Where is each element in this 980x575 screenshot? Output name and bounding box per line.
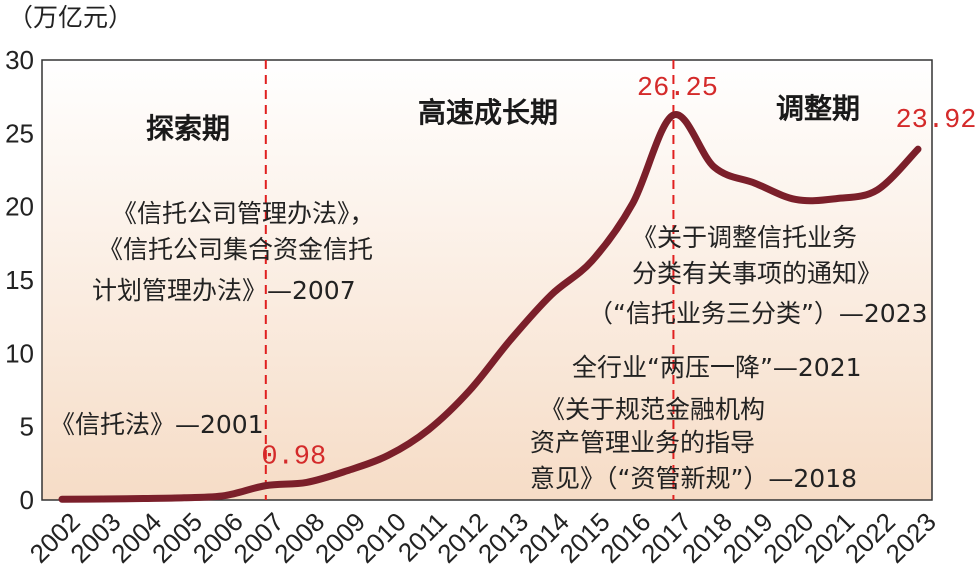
- phase-adjustment: 调整期: [776, 92, 860, 125]
- data-point-2003: [99, 495, 106, 502]
- phase-high-growth: 高速成长期: [418, 96, 558, 129]
- value-label-2017: 26.25: [637, 74, 718, 104]
- svg-text:意见》（“资管新规”）—2018: 意见》（“资管新规”）—2018: [530, 464, 857, 493]
- data-point-2005: [181, 494, 188, 501]
- data-point-2020: [792, 196, 799, 203]
- data-point-2015: [588, 257, 595, 264]
- data-point-2022: [874, 186, 881, 193]
- annotation-three-categories: 《关于调整信托业务 分类有关事项的通知》 （“信托业务三分类”）—2023: [588, 223, 928, 328]
- annotation-2007-rules: 《信托公司管理办法》， 《信托公司集合资金信托 计划管理办法》—2007: [92, 199, 375, 305]
- data-point-2006: [222, 492, 229, 499]
- phase-dividers: [264, 60, 675, 500]
- data-point-2007: [262, 482, 269, 489]
- y-tick-label: 15: [5, 265, 34, 295]
- y-tick-label: 20: [5, 192, 34, 222]
- y-tick-label: 10: [5, 338, 34, 368]
- svg-text:《关于规范金融机构: 《关于规范金融机构: [540, 395, 765, 424]
- data-point-2017: [670, 112, 677, 118]
- data-point-2023: [915, 146, 921, 153]
- svg-text:（“信托业务三分类”）—2023: （“信托业务三分类”）—2023: [588, 299, 928, 328]
- svg-text:分类有关事项的通知》: 分类有关事项的通知》: [632, 259, 882, 288]
- y-tick-label: 0: [20, 485, 34, 515]
- phase-exploration: 探索期: [146, 112, 230, 145]
- svg-text:《关于调整信托业务: 《关于调整信托业务: [632, 223, 857, 252]
- y-tick-label: 5: [20, 412, 34, 442]
- data-point-2004: [140, 495, 147, 502]
- data-point-2012: [466, 387, 473, 394]
- svg-text:《信托公司管理办法》，: 《信托公司管理办法》，: [112, 199, 375, 228]
- data-point-2014: [548, 291, 555, 298]
- annotation-trust-law: 《信托法》—2001: [50, 410, 264, 439]
- data-point-2011: [425, 426, 432, 433]
- data-point-2010: [385, 452, 392, 459]
- value-label-2007: 0.98: [261, 443, 326, 473]
- plot-background: [41, 59, 933, 501]
- y-tick-label: 25: [5, 118, 34, 148]
- x-axis-ticks: 2002200320042005200620072008200920102011…: [24, 507, 942, 569]
- data-point-2009: [344, 467, 351, 474]
- y-axis-ticks: 0 5 10 15 20 25 30: [5, 45, 34, 515]
- data-point-2019: [751, 180, 758, 187]
- series-line: [58, 111, 922, 503]
- svg-text:《信托公司集合资金信托: 《信托公司集合资金信托: [98, 235, 373, 264]
- data-point-2018: [711, 164, 718, 171]
- data-point-2008: [303, 479, 310, 486]
- svg-text:计划管理办法》—2007: 计划管理办法》—2007: [92, 276, 356, 305]
- svg-text:资产管理业务的指导: 资产管理业务的指导: [530, 428, 755, 457]
- value-label-2023: 23.92: [895, 106, 976, 136]
- y-tick-label: 30: [5, 45, 34, 75]
- annotation-two-pressures: 全行业“两压一降”—2021: [572, 353, 862, 382]
- data-point-2021: [833, 195, 840, 202]
- series-points: [59, 112, 921, 503]
- data-point-2002: [59, 496, 65, 503]
- annotation-new-asset-rules: 《关于规范金融机构 资产管理业务的指导 意见》（“资管新规”）—2018: [530, 395, 857, 493]
- data-point-2013: [507, 336, 514, 343]
- data-point-2016: [629, 200, 636, 207]
- svg-text:《信托法》—2001: 《信托法》—2001: [50, 410, 264, 439]
- svg-text:全行业“两压一降”—2021: 全行业“两压一降”—2021: [572, 353, 862, 382]
- y-unit-label: （万亿元）: [8, 3, 133, 32]
